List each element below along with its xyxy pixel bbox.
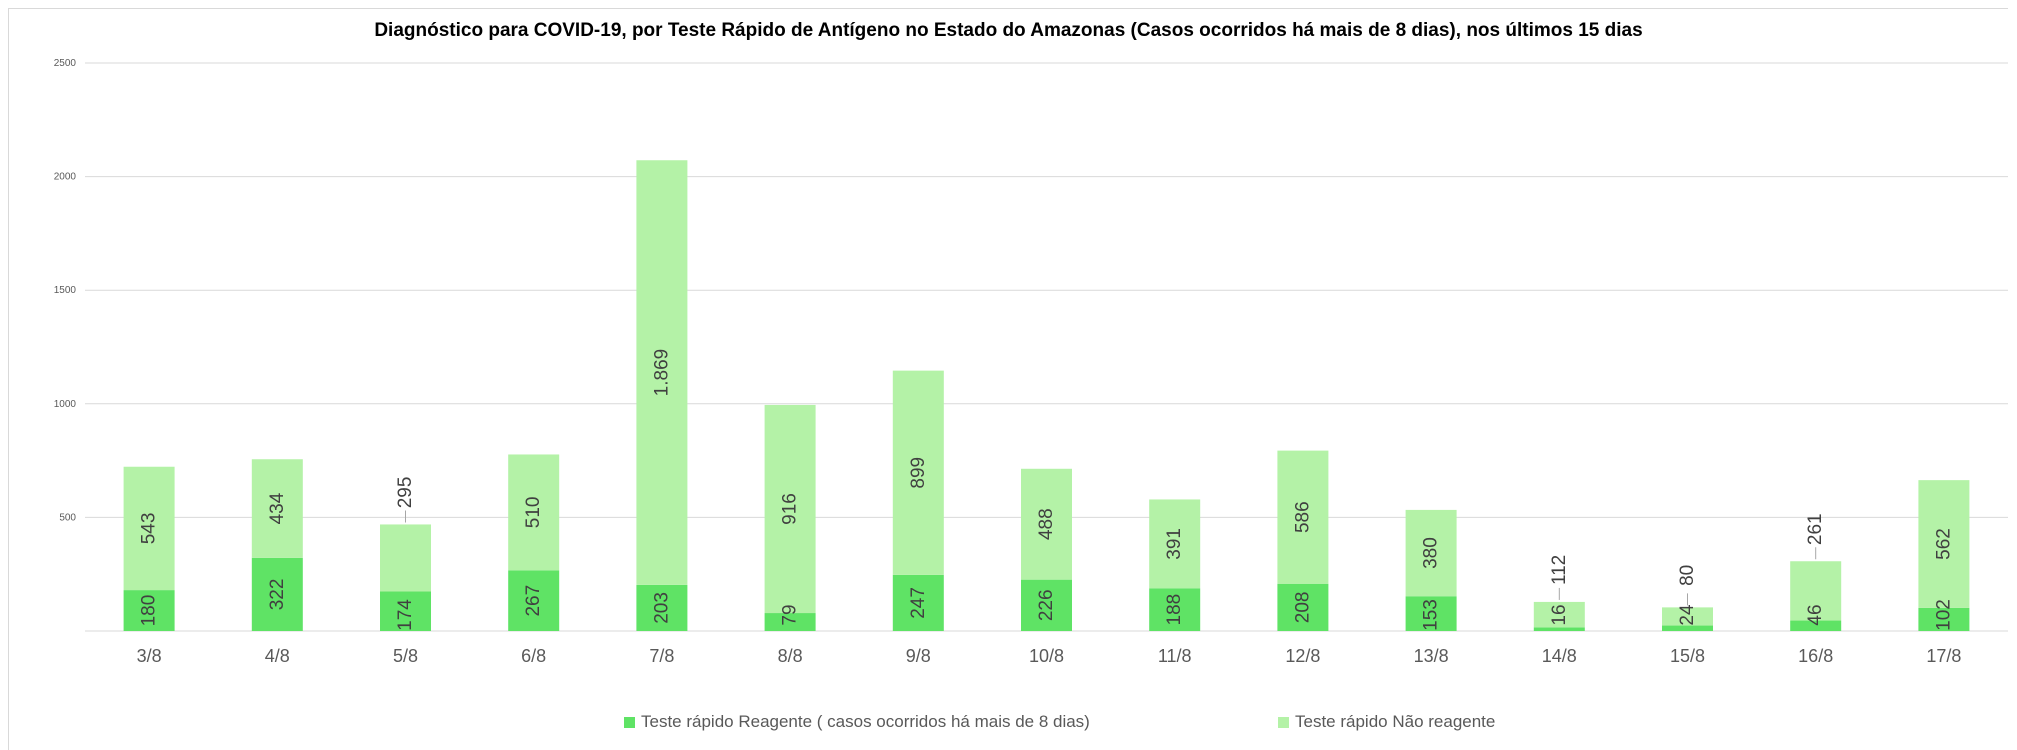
x-tick-label: 16/8 — [1798, 646, 1833, 666]
bar-nao-reagente — [508, 454, 560, 571]
x-tick-label: 6/8 — [521, 646, 546, 666]
bar-nao-reagente — [1533, 601, 1585, 628]
bar-reagente — [123, 590, 175, 631]
bar-nao-reagente — [1277, 450, 1329, 584]
data-label-reagente: 79 — [780, 604, 801, 625]
x-tick-label: 17/8 — [1926, 646, 1961, 666]
data-label-reagente: 188 — [1164, 594, 1185, 626]
y-tick-label: 1500 — [54, 285, 77, 296]
data-label-reagente: 208 — [1292, 592, 1313, 624]
data-label-nao-reagente: 899 — [908, 457, 929, 489]
data-label-nao-reagente: 1.869 — [651, 349, 672, 397]
data-label-nao-reagente: 562 — [1933, 528, 1954, 560]
data-label-reagente: 322 — [267, 579, 288, 611]
bar-nao-reagente — [892, 370, 944, 575]
y-tick-label: 2500 — [54, 58, 77, 69]
bar-nao-reagente — [380, 524, 431, 592]
bar-nao-reagente — [123, 466, 175, 591]
bar-nao-reagente — [764, 404, 816, 614]
legend-item-reagente: Teste rápido Reagente ( casos ocorridos … — [624, 712, 1090, 732]
chart-plot: 2500 2000 1500 1000 500 180 543 322 434 174 295 26… — [54, 58, 2008, 666]
bar-reagente — [508, 570, 560, 631]
x-tick-label: 14/8 — [1542, 646, 1577, 666]
data-label-reagente: 267 — [523, 585, 544, 617]
x-tick-label: 10/8 — [1029, 646, 1064, 666]
legend-swatch-reagente — [624, 716, 635, 728]
chart-title: Diagnóstico para COVID-19, por Teste Ráp… — [374, 20, 1643, 41]
y-tick-label: 500 — [59, 512, 76, 523]
bar-reagente — [380, 591, 431, 631]
chart-legend: Teste rápido Reagente ( casos ocorridos … — [0, 712, 2017, 734]
bar-nao-reagente — [1021, 468, 1072, 580]
legend-swatch-nao-reagente — [1278, 716, 1289, 728]
data-label-reagente: 180 — [139, 595, 160, 627]
legend-label-reagente: Teste rápido Reagente ( casos ocorridos … — [641, 712, 1090, 731]
data-label-nao-reagente: 586 — [1292, 501, 1313, 533]
bar-nao-reagente — [636, 160, 688, 585]
data-label-nao-reagente: 391 — [1164, 528, 1185, 560]
bar-nao-reagente — [251, 459, 303, 558]
data-label-reagente: 247 — [908, 587, 929, 619]
data-label-reagente: 46 — [1805, 604, 1826, 625]
bar-nao-reagente — [1149, 499, 1201, 589]
x-tick-label: 9/8 — [906, 646, 931, 666]
data-label-nao-reagente: 112 — [1549, 555, 1570, 585]
data-label-reagente: 226 — [1036, 589, 1057, 621]
bar-reagente — [764, 613, 816, 631]
data-label-nao-reagente: 543 — [139, 513, 160, 545]
bar-reagente — [1662, 625, 1713, 631]
bar-nao-reagente — [1790, 561, 1842, 621]
bar-nao-reagente — [1405, 509, 1457, 597]
data-label-nao-reagente: 916 — [780, 493, 801, 525]
data-label-nao-reagente: 434 — [267, 492, 288, 524]
x-tick-label: 3/8 — [137, 646, 162, 666]
x-tick-label: 11/8 — [1158, 646, 1192, 666]
data-label-reagente: 16 — [1549, 604, 1570, 625]
x-tick-label: 4/8 — [265, 646, 290, 666]
data-label-reagente: 24 — [1677, 604, 1698, 626]
data-label-nao-reagente: 488 — [1036, 508, 1057, 540]
bar-reagente — [1405, 596, 1457, 631]
y-tick-label: 1000 — [54, 399, 77, 410]
bar-reagente — [1277, 583, 1329, 631]
x-tick-label: 12/8 — [1285, 646, 1320, 666]
data-label-reagente: 102 — [1933, 599, 1954, 631]
x-tick-label: 7/8 — [649, 646, 674, 666]
bar-reagente — [1533, 627, 1585, 631]
data-label-nao-reagente: 510 — [523, 497, 544, 529]
legend-item-nao-reagente: Teste rápido Não reagente — [1278, 712, 1495, 732]
legend-label-nao-reagente: Teste rápido Não reagente — [1295, 712, 1496, 731]
data-label-reagente: 203 — [651, 592, 672, 624]
bar-reagente — [1790, 620, 1842, 631]
bar-reagente — [1918, 607, 1970, 631]
bar-reagente — [1149, 588, 1201, 631]
bar-reagente — [1021, 579, 1072, 631]
data-label-reagente: 174 — [395, 599, 416, 631]
bar-reagente — [892, 574, 944, 631]
data-label-nao-reagente: 380 — [1421, 537, 1442, 569]
data-label-reagente: 153 — [1421, 599, 1442, 631]
bar-nao-reagente — [1662, 607, 1713, 626]
y-tick-label: 2000 — [54, 172, 77, 183]
x-tick-label: 15/8 — [1670, 646, 1705, 666]
data-label-nao-reagente: 295 — [395, 477, 416, 509]
x-tick-label: 8/8 — [778, 646, 803, 666]
data-label-nao-reagente: 261 — [1805, 513, 1826, 545]
x-tick-label: 5/8 — [393, 646, 418, 666]
bar-reagente — [251, 557, 303, 631]
bar-nao-reagente — [1918, 480, 1970, 608]
bar-reagente — [636, 584, 688, 631]
x-tick-label: 13/8 — [1414, 646, 1449, 666]
chart-frame — [8, 8, 2008, 750]
data-label-nao-reagente: 80 — [1677, 565, 1698, 586]
